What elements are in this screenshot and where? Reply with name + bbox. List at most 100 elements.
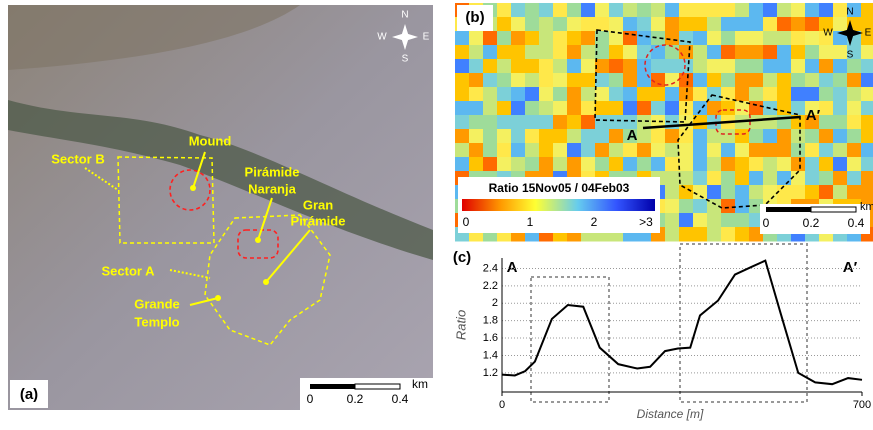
pixel (735, 213, 750, 228)
pixel (511, 101, 526, 116)
pixel (749, 129, 764, 144)
pixel (455, 73, 470, 88)
pixel (679, 31, 694, 46)
pixel (833, 129, 848, 144)
pixel (805, 185, 820, 200)
y-axis-label: Ratio (453, 310, 468, 340)
pixel (567, 31, 582, 46)
pixel (609, 143, 624, 158)
pixel (791, 45, 806, 60)
pixel (469, 129, 484, 144)
pixel (651, 87, 666, 102)
pixel (721, 157, 736, 172)
compass-label: E (423, 32, 430, 43)
pixel (525, 3, 540, 18)
pixel (665, 199, 680, 214)
pixel (609, 115, 624, 130)
pixel (609, 59, 624, 74)
pixel (553, 87, 568, 102)
pixel (861, 59, 873, 74)
highlight-box (680, 244, 807, 402)
pixel (763, 87, 778, 102)
pixel (497, 157, 512, 172)
pixel (679, 17, 694, 32)
pixel (525, 87, 540, 102)
pixel (567, 129, 582, 144)
pixel (525, 59, 540, 74)
y-tick-label: 2.2 (483, 280, 498, 292)
pixel (511, 87, 526, 102)
pixel (651, 3, 666, 18)
pixel (693, 31, 708, 46)
pixel (721, 171, 736, 186)
pixel (819, 129, 834, 144)
pixel (609, 17, 624, 32)
pixel (679, 3, 694, 18)
pixel (763, 157, 778, 172)
pixel (665, 3, 680, 18)
pixel (833, 101, 848, 116)
pixel (525, 101, 540, 116)
pixel (469, 73, 484, 88)
pixel (721, 73, 736, 88)
pixel (749, 17, 764, 32)
pixel (805, 31, 820, 46)
colorbar-label: 1 (527, 215, 534, 229)
pixel (791, 31, 806, 46)
pixel (511, 143, 526, 158)
pixel (455, 129, 470, 144)
pixel (539, 59, 554, 74)
pixel (833, 73, 848, 88)
scale-label: 0 (763, 216, 770, 230)
panel-label: (b) (465, 9, 484, 26)
pixel (665, 213, 680, 228)
pixel (511, 17, 526, 32)
pixel (777, 129, 792, 144)
pixel (847, 171, 862, 186)
pixel (777, 31, 792, 46)
pixel (497, 101, 512, 116)
pixel (581, 73, 596, 88)
pixel (539, 17, 554, 32)
pixel (749, 157, 764, 172)
pixel (497, 87, 512, 102)
pixel (749, 45, 764, 60)
pixel (791, 59, 806, 74)
pixel (511, 115, 526, 130)
pixel (847, 129, 862, 144)
pixel (861, 129, 873, 144)
pixel (483, 87, 498, 102)
pixel (847, 115, 862, 130)
compass-label: W (377, 32, 387, 43)
pixel (861, 73, 873, 88)
scale-bar (766, 207, 811, 212)
pixel (469, 157, 484, 172)
pixel (525, 73, 540, 88)
pixel (553, 101, 568, 116)
pixel (735, 171, 750, 186)
pixel (819, 115, 834, 130)
pixel (581, 3, 596, 18)
pixel (567, 157, 582, 172)
pixel (539, 3, 554, 18)
pixel (707, 213, 722, 228)
pixel (735, 3, 750, 18)
colorbar-label: 2 (591, 215, 598, 229)
pixel (721, 143, 736, 158)
pixel (623, 59, 638, 74)
pixel (483, 129, 498, 144)
pixel (567, 115, 582, 130)
pixel (525, 129, 540, 144)
scale-label: 0.2 (347, 392, 364, 406)
scale-bar (811, 207, 856, 212)
pixel (861, 87, 873, 102)
pixel (567, 59, 582, 74)
pixel (693, 157, 708, 172)
pixel (693, 17, 708, 32)
pixel (749, 171, 764, 186)
pixel (707, 17, 722, 32)
pixel (609, 87, 624, 102)
pixel (637, 59, 652, 74)
pixel (539, 157, 554, 172)
pixel (623, 87, 638, 102)
